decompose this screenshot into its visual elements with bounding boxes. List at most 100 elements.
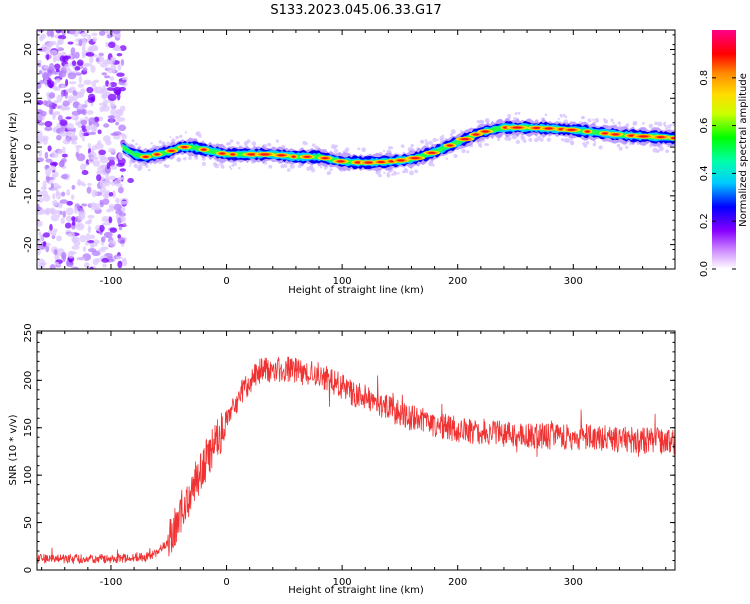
ridge-halo (544, 113, 548, 117)
noise-blob (50, 214, 60, 222)
ridge-core-red (460, 138, 470, 141)
noise-blob (55, 78, 61, 83)
noise-blob (49, 49, 58, 56)
ridge-halo (667, 124, 672, 129)
colorbar-label: Normalized spectral amplitude (738, 73, 749, 227)
noise-blob (52, 55, 57, 63)
ridge-halo (228, 165, 232, 169)
ridge-halo (238, 166, 241, 170)
noise-blob (81, 45, 86, 52)
noise-blob (70, 114, 79, 121)
noise-blob (50, 230, 57, 237)
ridge-core-red (321, 157, 329, 160)
noise-blob (61, 191, 66, 197)
noise-blob (69, 99, 73, 104)
ridge-core-red (472, 133, 480, 136)
ridge-halo (439, 135, 445, 141)
ridge-halo (593, 140, 597, 143)
snr-ytick-label: 50 (23, 516, 34, 529)
noise-blob (52, 199, 58, 207)
noise-blob (99, 187, 107, 194)
noise-blob (66, 200, 73, 206)
noise-blob (57, 149, 63, 155)
noise-blob (78, 75, 83, 84)
noise-blob (37, 206, 43, 211)
noise-blob (117, 186, 124, 194)
colorbar-tick-label: 0.8 (699, 70, 710, 86)
noise-blob (48, 165, 57, 172)
ridge-halo (562, 113, 566, 117)
ridge-halo (131, 139, 135, 143)
noise-blob (44, 126, 53, 132)
ridge-halo (201, 162, 206, 166)
ridge-halo (236, 141, 240, 145)
ridge-halo (484, 117, 490, 123)
ridge-halo (428, 161, 433, 167)
noise-blob (39, 110, 47, 117)
ridge-halo (188, 156, 192, 160)
noise-blob (105, 140, 112, 146)
noise-blob (76, 180, 85, 186)
noise-blob (44, 120, 53, 128)
snr-xtick-label: 0 (223, 577, 229, 588)
ridge-halo (361, 147, 367, 153)
ridge-halo (387, 146, 392, 150)
noise-blob (68, 81, 77, 85)
noise-blob (81, 170, 89, 176)
ridge-halo (382, 149, 386, 152)
noise-blob (74, 121, 81, 126)
ridge-halo (135, 142, 138, 146)
noise-blob (120, 58, 125, 66)
spectrogram-ytick-label: 0 (23, 144, 34, 150)
noise-blob (37, 220, 43, 227)
noise-blob (87, 182, 92, 187)
spectrogram-xtick-label: 0 (223, 276, 229, 287)
noise-blob (65, 116, 72, 120)
noise-blob (59, 131, 68, 137)
noise-blob (45, 245, 50, 253)
noise-blob (59, 210, 63, 215)
noise-blob (66, 136, 71, 143)
noise-blob (37, 81, 42, 89)
noise-blob (108, 191, 114, 197)
noise-blob (81, 125, 87, 130)
ridge-halo (163, 163, 168, 168)
noise-blob (91, 32, 98, 37)
noise-blob (110, 108, 118, 116)
ridge-halo (158, 140, 163, 144)
ridge-core-red (567, 128, 576, 131)
noise-blob (90, 64, 96, 73)
noise-blob (88, 266, 94, 269)
noise-blob (45, 100, 53, 108)
ridge-halo (449, 133, 453, 137)
ridge-halo (419, 140, 423, 143)
noise-blob (38, 35, 44, 42)
ridge-halo (514, 112, 518, 116)
noise-blob (66, 123, 75, 131)
ridge-halo (198, 134, 202, 138)
noise-blob (77, 103, 86, 110)
noise-blob (41, 190, 48, 197)
noise-blob (61, 153, 68, 158)
ridge-halo (289, 163, 295, 169)
noise-blob (62, 100, 70, 107)
noise-blob (72, 101, 80, 109)
noise-blob (74, 66, 81, 71)
noise-blob (37, 197, 44, 203)
ridge-halo (214, 163, 220, 169)
ridge-halo (251, 141, 257, 146)
noise-blob (52, 171, 59, 178)
noise-blob (109, 175, 116, 181)
noise-blob (71, 220, 76, 226)
spectrogram-ytick-label: -10 (23, 188, 34, 204)
ridge-halo (507, 113, 512, 118)
noise-blob (66, 130, 76, 137)
noise-blob (122, 257, 127, 263)
noise-blob (52, 127, 57, 133)
ridge-core-red (397, 159, 405, 162)
noise-blob (115, 209, 123, 215)
noise-blob (55, 30, 62, 34)
noise-blob (55, 68, 60, 73)
noise-blob (119, 168, 126, 172)
ridge-halo (171, 138, 176, 143)
